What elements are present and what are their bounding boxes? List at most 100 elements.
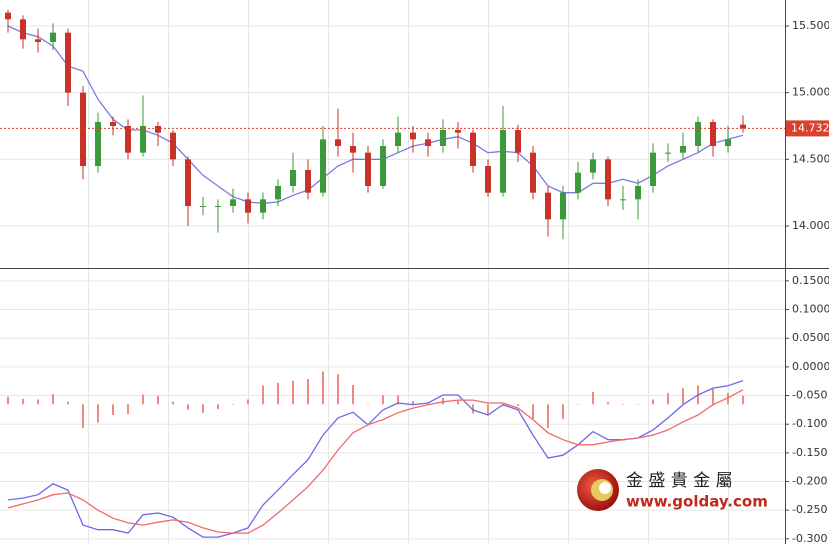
y-tick-label: 0.0500	[792, 331, 829, 344]
histogram-bar	[82, 404, 84, 428]
histogram-bar	[667, 393, 669, 405]
candle-body	[200, 206, 206, 207]
candle-body	[170, 132, 176, 160]
candle-body	[140, 126, 146, 153]
axis: 14.000 14.500 15.000 15.500 14.732 0.1500 0.10…	[785, 19, 829, 544]
candle-body	[320, 139, 326, 193]
histogram-bar	[487, 404, 489, 416]
candle-body	[80, 92, 86, 166]
histogram-bar	[172, 401, 174, 405]
y-tick-label: 14.500	[792, 152, 829, 165]
candle-body	[575, 172, 581, 193]
candle-body	[65, 32, 71, 93]
histogram-bar	[442, 397, 444, 405]
histogram-bar	[112, 404, 114, 416]
y-tick-label: -0.100	[792, 417, 827, 430]
histogram-bar	[562, 404, 564, 419]
candle-body	[350, 146, 356, 153]
last-price-label: 14.732	[791, 121, 829, 134]
candle-body	[710, 122, 716, 146]
candle-body	[155, 126, 161, 133]
candle-body	[245, 199, 251, 213]
histogram-bar	[232, 404, 234, 405]
candle-body	[215, 206, 221, 207]
histogram-bar	[337, 374, 339, 405]
candle-body	[650, 152, 656, 186]
histogram-bar	[652, 399, 654, 405]
histogram-bar	[727, 393, 729, 405]
plot	[0, 10, 785, 538]
histogram-bar	[577, 404, 579, 405]
y-tick-label: 15.000	[792, 86, 829, 99]
histogram-bar	[352, 384, 354, 405]
histogram-bar	[592, 391, 594, 405]
candle-body	[485, 166, 491, 193]
histogram-bar	[682, 388, 684, 405]
logo-dot	[599, 482, 611, 494]
candle-body	[275, 186, 281, 200]
y-tick-label: -0.250	[792, 503, 827, 516]
y-tick-label: -0.150	[792, 446, 827, 459]
watermark-url: www.golday.com	[626, 493, 768, 511]
y-tick-label: 14.000	[792, 219, 829, 232]
y-tick-label: 15.500	[792, 19, 829, 32]
y-tick-label: -0.300	[792, 532, 827, 544]
histogram-bar	[367, 404, 369, 405]
histogram-bar	[517, 404, 519, 406]
y-tick-label: -0.050	[792, 389, 827, 402]
candle-body	[50, 32, 56, 42]
candle-body	[290, 170, 296, 186]
histogram-bar	[52, 394, 54, 405]
y-tick-label: -0.200	[792, 475, 827, 488]
candle-body	[365, 152, 371, 186]
grid	[0, 0, 785, 544]
candle-body	[305, 170, 311, 193]
candle-body	[605, 159, 611, 200]
candle-body	[5, 12, 11, 20]
candle-body	[665, 152, 671, 154]
line	[7, 25, 744, 204]
candle-body	[515, 130, 521, 153]
line	[7, 379, 744, 538]
candle-body	[395, 132, 401, 146]
candle-body	[635, 186, 641, 200]
candle-body	[425, 139, 431, 146]
histogram-bar	[607, 402, 609, 405]
candle-body	[725, 139, 731, 146]
histogram-bar	[247, 399, 249, 405]
candle-body	[335, 139, 341, 146]
histogram-bar	[67, 401, 69, 405]
histogram-bar	[217, 404, 219, 410]
histogram-bar	[742, 395, 744, 405]
histogram-bar	[37, 399, 39, 405]
candle-body	[125, 126, 131, 153]
candle-body	[530, 152, 536, 193]
candle-body	[20, 19, 26, 40]
histogram-bar	[322, 371, 324, 405]
y-tick-label: 0.0000	[792, 360, 829, 373]
histogram-bar	[532, 404, 534, 419]
candle-body	[455, 130, 461, 133]
y-tick-label: 0.1000	[792, 303, 829, 316]
histogram-bar	[7, 396, 9, 405]
candle-body	[260, 199, 266, 213]
histogram-bar	[187, 404, 189, 410]
histogram-bar	[202, 404, 204, 413]
watermark-name: 金 盛 貴 金 屬	[626, 471, 733, 491]
histogram-bar	[22, 398, 24, 405]
candle-body	[620, 199, 626, 201]
candle-body	[500, 130, 506, 193]
candle-body	[590, 159, 596, 173]
candle-body	[695, 122, 701, 146]
histogram-bar	[277, 382, 279, 405]
watermark: 金 盛 貴 金 屬 www.golday.com	[577, 469, 768, 511]
candle-body	[740, 124, 746, 129]
last-price-box	[786, 120, 829, 137]
histogram-bar	[142, 394, 144, 405]
histogram-bar	[412, 401, 414, 405]
histogram-bar	[622, 404, 624, 405]
histogram-bar	[262, 385, 264, 405]
candle-body	[380, 146, 386, 186]
histogram-bar	[457, 399, 459, 405]
